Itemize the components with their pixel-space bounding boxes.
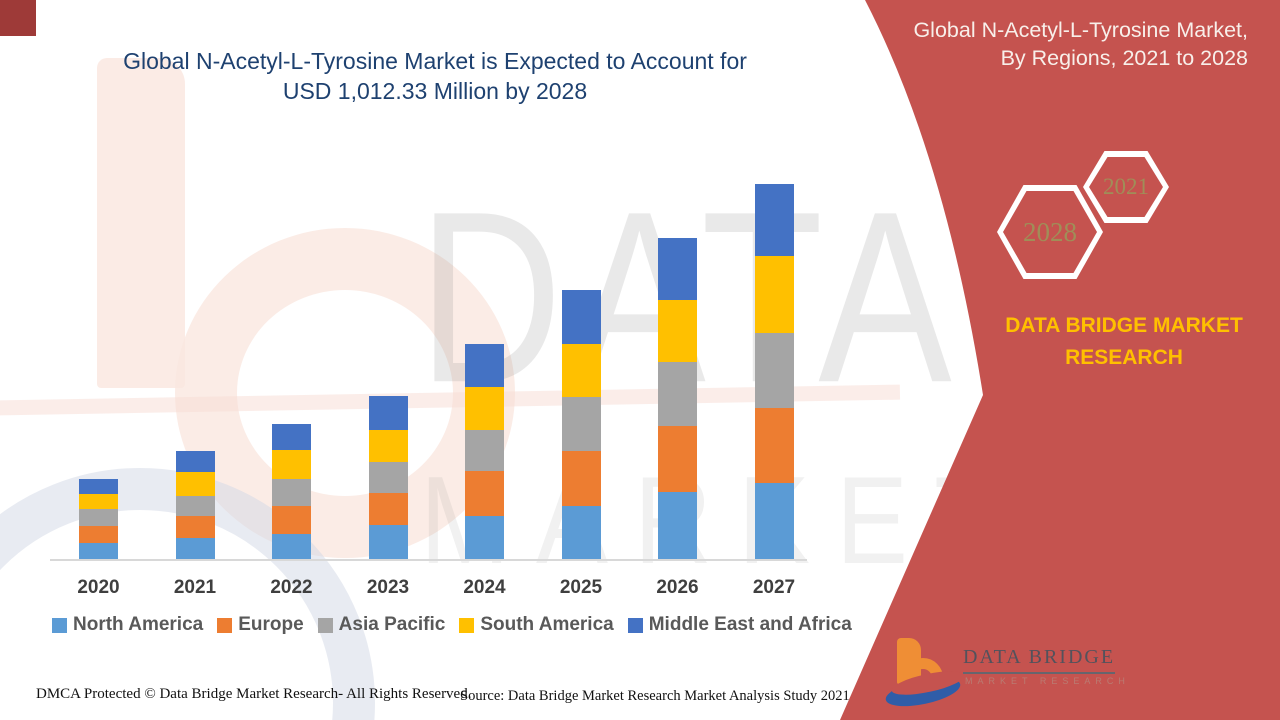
bar-2024 bbox=[465, 344, 504, 559]
bar-2026-segment-asia-pacific bbox=[658, 362, 697, 426]
legend-label: Asia Pacific bbox=[338, 614, 446, 635]
bar-2027 bbox=[754, 184, 794, 559]
legend-swatch-icon bbox=[52, 617, 67, 633]
legend-item-europe: Europe bbox=[217, 614, 304, 636]
legend-item-middle-east-and-africa: Middle East and Africa bbox=[627, 614, 852, 636]
bar-2025-segment-middle-east-and-africa bbox=[561, 290, 601, 344]
bar-2025-segment-europe bbox=[561, 451, 601, 506]
x-axis-line bbox=[50, 559, 807, 561]
bar-2026-segment-europe bbox=[658, 426, 697, 492]
bar-2025-segment-south-america bbox=[561, 344, 601, 397]
bar-2025 bbox=[561, 290, 601, 559]
bar-2021-segment-asia-pacific bbox=[175, 496, 215, 516]
bar-2021-segment-europe bbox=[175, 516, 215, 538]
bar-2026-segment-south-america bbox=[658, 300, 697, 362]
x-axis-label-2024: 2024 bbox=[463, 577, 506, 598]
hexagon-2021-fill bbox=[1089, 157, 1163, 217]
bar-2022-segment-south-america bbox=[272, 450, 311, 479]
bar-2023-segment-middle-east-and-africa bbox=[368, 396, 408, 430]
brand-name-line2: RESEARCH bbox=[1065, 346, 1183, 369]
x-axis-labels: 2020 2021 2022 2023 2024 2025 2026 2027 bbox=[50, 577, 807, 601]
x-axis-label-2023: 2023 bbox=[366, 577, 410, 598]
bar-2027-segment-asia-pacific bbox=[754, 333, 794, 408]
bar-2020-segment-europe bbox=[79, 526, 118, 543]
logo-tagline: MARKET RESEARCH bbox=[965, 676, 1130, 686]
legend-label: Middle East and Africa bbox=[648, 614, 852, 635]
bar-2020-segment-south-america bbox=[79, 494, 118, 509]
bar-2024-segment-south-america bbox=[465, 387, 504, 430]
bar-2024-segment-middle-east-and-africa bbox=[465, 344, 504, 387]
source-note: Source: Data Bridge Market Research Mark… bbox=[460, 688, 850, 704]
corner-accent-square bbox=[0, 0, 36, 36]
hexagon-2028: 2028 bbox=[997, 185, 1103, 279]
bar-2022-segment-europe bbox=[272, 506, 311, 534]
legend-swatch-icon bbox=[217, 617, 233, 633]
legend-swatch-icon bbox=[459, 617, 475, 633]
x-axis-label-2027: 2027 bbox=[752, 577, 796, 598]
bar-2026 bbox=[658, 238, 697, 559]
legend-swatch-icon bbox=[317, 617, 333, 633]
x-axis-label-2025: 2025 bbox=[559, 577, 603, 598]
bar-2027-segment-europe bbox=[754, 408, 794, 483]
bar-2024-segment-north-america bbox=[465, 516, 504, 559]
hexagon-2028-year: 2028 bbox=[1023, 216, 1077, 247]
dmca-notice: DMCA Protected © Data Bridge Market Rese… bbox=[36, 686, 472, 702]
bar-2026-segment-middle-east-and-africa bbox=[658, 238, 697, 300]
bar-2024-segment-europe bbox=[465, 471, 504, 516]
chart-title-line2: USD 1,012.33 Million by 2028 bbox=[282, 78, 588, 104]
x-axis-label-2026: 2026 bbox=[656, 577, 699, 598]
chart-legend: North America Europe Asia Pacific South Ame… bbox=[52, 614, 852, 636]
legend-item-north-america: North America bbox=[52, 614, 203, 636]
x-axis-label-2022: 2022 bbox=[270, 577, 313, 598]
chart-title-line1: Global N-Acetyl-L-Tyrosine Market is Exp… bbox=[123, 48, 747, 74]
legend-label: Europe bbox=[238, 614, 304, 635]
bar-2020 bbox=[79, 479, 118, 559]
bar-2021 bbox=[175, 451, 215, 559]
bar-2023-segment-north-america bbox=[368, 525, 408, 559]
bar-2024-segment-asia-pacific bbox=[465, 430, 504, 471]
chart-title: Global N-Acetyl-L-Tyrosine Market is Exp… bbox=[55, 46, 815, 106]
red-side-panel-shape bbox=[840, 0, 1280, 720]
x-axis-label-2020: 2020 bbox=[77, 577, 120, 598]
hexagon-2021: 2021 bbox=[1083, 151, 1169, 223]
bar-2020-segment-middle-east-and-africa bbox=[79, 479, 118, 494]
panel-heading: Global N-Acetyl-L-Tyrosine Market, By Re… bbox=[858, 16, 1248, 72]
bar-2022 bbox=[272, 424, 311, 559]
bar-2027-segment-south-america bbox=[754, 256, 794, 333]
panel-heading-line2: By Regions, 2021 to 2028 bbox=[1000, 46, 1248, 70]
bar-2020-segment-asia-pacific bbox=[79, 509, 118, 526]
legend-label: North America bbox=[73, 614, 204, 635]
bar-2022-segment-middle-east-and-africa bbox=[272, 424, 311, 450]
bar-2027-segment-middle-east-and-africa bbox=[754, 184, 794, 256]
brand-name-line1: DATA BRIDGE MARKET bbox=[1005, 314, 1243, 337]
bar-2022-segment-north-america bbox=[272, 534, 311, 559]
bar-2023-segment-europe bbox=[368, 493, 408, 525]
bar-2022-segment-asia-pacific bbox=[272, 479, 311, 506]
bar-2027-segment-north-america bbox=[754, 483, 794, 559]
bar-2026-segment-north-america bbox=[658, 492, 697, 559]
bar-chart-plot-area bbox=[50, 150, 807, 561]
company-logo: DATA BRIDGE MARKET RESEARCH bbox=[883, 634, 1125, 714]
legend-label: South America bbox=[480, 614, 614, 635]
legend-swatch-icon bbox=[627, 617, 643, 633]
brand-name: DATA BRIDGE MARKET RESEARCH bbox=[983, 310, 1265, 374]
logo-wordmark: DATA BRIDGE bbox=[963, 646, 1116, 674]
bar-2020-segment-north-america bbox=[79, 543, 118, 559]
bar-2021-segment-middle-east-and-africa bbox=[175, 451, 215, 472]
bar-2023-segment-asia-pacific bbox=[368, 462, 408, 493]
legend-item-asia-pacific: Asia Pacific bbox=[317, 614, 446, 636]
hexagon-2021-year: 2021 bbox=[1103, 174, 1149, 199]
bar-2025-segment-asia-pacific bbox=[561, 397, 601, 451]
legend-item-south-america: South America bbox=[459, 614, 614, 636]
bar-2021-segment-south-america bbox=[175, 472, 215, 496]
bar-2021-segment-north-america bbox=[175, 538, 215, 559]
bar-2025-segment-north-america bbox=[561, 506, 601, 559]
panel-heading-line1: Global N-Acetyl-L-Tyrosine Market, bbox=[913, 18, 1248, 42]
bar-2023-segment-south-america bbox=[368, 430, 408, 462]
x-axis-label-2021: 2021 bbox=[173, 577, 217, 598]
bar-2023 bbox=[368, 396, 408, 559]
